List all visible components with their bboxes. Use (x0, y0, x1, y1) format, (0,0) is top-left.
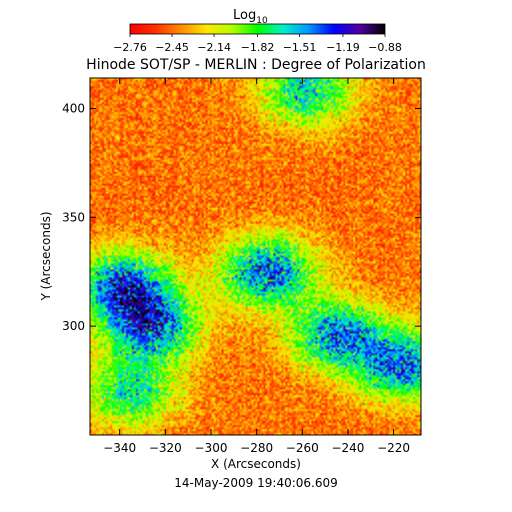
y-tick-label: 300 (62, 319, 85, 333)
colorbar-ticks: −2.76 −2.45 −2.14 −1.82 −1.51 −1.19 −0.88 (113, 34, 402, 54)
plot-frame (89, 77, 422, 436)
y-axis-label: Y (Arcseconds) (39, 211, 53, 301)
x-axis-ticks: −340 −320 −300 −280 −260 −240 −220 (103, 78, 410, 455)
colorbar-tick-label: −0.88 (368, 41, 402, 54)
x-axis-label: X (Arcseconds) (211, 457, 301, 471)
colorbar-tick-label: −2.45 (155, 41, 189, 54)
x-tick-label: −340 (103, 441, 136, 455)
timestamp: 14-May-2009 19:40:06.609 (174, 476, 338, 490)
y-tick-label: 350 (62, 210, 85, 224)
colorbar (129, 23, 386, 35)
x-tick-label: −320 (149, 441, 182, 455)
colorbar-tick-label: −1.82 (241, 41, 275, 54)
x-tick-label: −240 (331, 441, 364, 455)
chart-title: Hinode SOT/SP - MERLIN : Degree of Polar… (86, 57, 426, 73)
x-tick-label: −280 (240, 441, 273, 455)
x-tick-label: −260 (286, 441, 319, 455)
colorbar-tick-label: −2.14 (197, 41, 231, 54)
y-tick-label: 400 (62, 101, 85, 115)
y-axis-ticks: 300 350 400 (62, 101, 421, 333)
polarization-heatmap (90, 78, 421, 435)
x-tick-label: −220 (377, 441, 410, 455)
x-tick-label: −300 (195, 441, 228, 455)
colorbar-title: Log10 (233, 8, 268, 26)
colorbar-tick-label: −2.76 (113, 41, 147, 54)
colorbar-tick-label: −1.19 (326, 41, 360, 54)
colorbar-tick-label: −1.51 (283, 41, 317, 54)
